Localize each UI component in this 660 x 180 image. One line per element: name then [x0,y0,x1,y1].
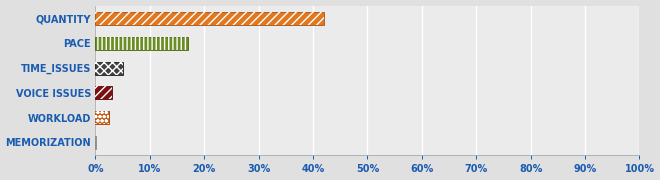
Bar [95,86,112,99]
Bar [95,62,123,75]
Bar [95,111,109,124]
Bar [95,62,123,75]
Bar [95,37,188,50]
Bar [95,86,112,99]
Bar [95,12,324,25]
Bar [95,111,109,124]
Bar [95,37,188,50]
Bar [95,12,324,25]
